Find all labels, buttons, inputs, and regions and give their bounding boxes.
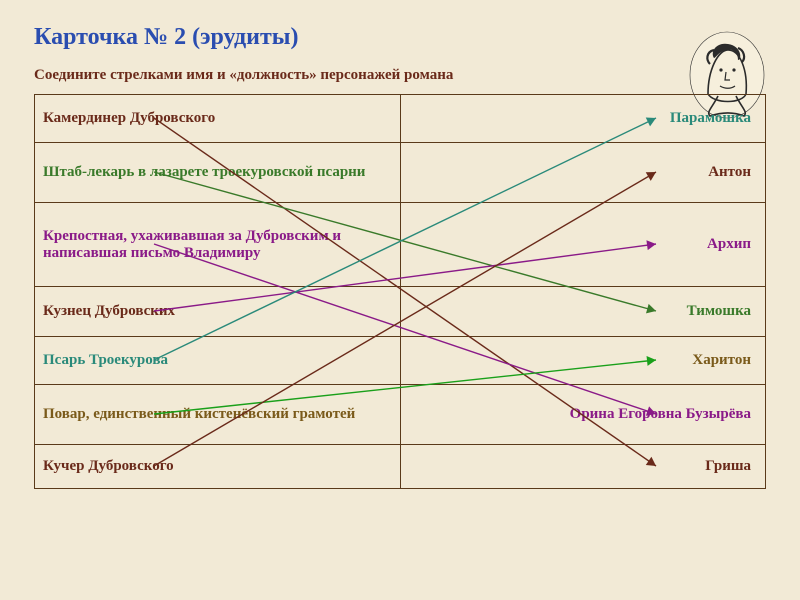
name-cell: Парамошка	[400, 95, 766, 143]
card-title-text: Карточка № 2 (эрудиты)	[34, 24, 298, 50]
role-cell: Кузнец Дубровских	[35, 287, 401, 337]
card-title: Карточка № 2 (эрудиты)	[0, 0, 800, 51]
role-cell: Штаб-лекарь в лазарете троекуровской пса…	[35, 143, 401, 203]
role-cell: Псарь Троекурова	[35, 337, 401, 385]
matching-row: Кучер ДубровскогоГриша	[35, 445, 766, 489]
instruction-text: Соедините стрелками имя и «должность» пе…	[34, 67, 453, 83]
matching-row: Крепостная, ухаживавшая за Дубровским и …	[35, 203, 766, 287]
name-cell: Архип	[400, 203, 766, 287]
matching-row: Повар, единственный кистенёвский грамоте…	[35, 385, 766, 445]
matching-row: Штаб-лекарь в лазарете троекуровской пса…	[35, 143, 766, 203]
matching-row: Камердинер ДубровскогоПарамошка	[35, 95, 766, 143]
name-cell: Гриша	[400, 445, 766, 489]
matching-row: Кузнец ДубровскихТимошка	[35, 287, 766, 337]
name-cell: Орина Егоровна Бузырёва	[400, 385, 766, 445]
role-cell: Повар, единственный кистенёвский грамоте…	[35, 385, 401, 445]
name-cell: Антон	[400, 143, 766, 203]
name-cell: Харитон	[400, 337, 766, 385]
matching-row: Псарь ТроекуроваХаритон	[35, 337, 766, 385]
role-cell: Крепостная, ухаживавшая за Дубровским и …	[35, 203, 401, 287]
matching-table: Камердинер ДубровскогоПарамошкаШтаб-лека…	[34, 94, 766, 489]
instruction: Соедините стрелками имя и «должность» пе…	[0, 51, 800, 94]
role-cell: Кучер Дубровского	[35, 445, 401, 489]
matching-table-wrap: Камердинер ДубровскогоПарамошкаШтаб-лека…	[34, 94, 766, 489]
role-cell: Камердинер Дубровского	[35, 95, 401, 143]
name-cell: Тимошка	[400, 287, 766, 337]
